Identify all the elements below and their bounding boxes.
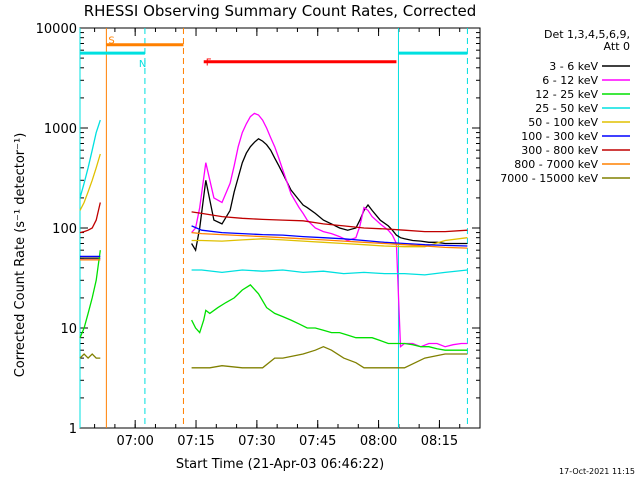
y-tick-label: 10: [60, 322, 77, 337]
legend-label: 3 - 6 keV: [549, 60, 598, 73]
y-tick-label: 1: [69, 422, 77, 437]
series-line: [79, 119, 468, 276]
legend-label: 50 - 100 keV: [528, 116, 598, 129]
y-axis-label: Corrected Count Rate (s⁻¹ detector⁻¹): [13, 133, 28, 378]
plot-area: 1 10 100 1000 10000 07:00 07:15 07:30 07:45 08:00…: [36, 22, 481, 449]
plot-frame: [79, 27, 481, 429]
x-tick-label: 07:30: [238, 434, 275, 449]
series-line: [79, 202, 468, 234]
x-tick-label: 07:15: [177, 434, 214, 449]
x-tick-label: 08:00: [360, 434, 397, 449]
legend-label: 300 - 800 keV: [521, 144, 598, 157]
series-line: [80, 138, 468, 259]
series-line: [80, 231, 468, 261]
legend-label: 7000 - 15000 keV: [500, 172, 598, 185]
series-line: [79, 345, 468, 369]
creation-timestamp: 17-Oct-2021 11:15: [559, 467, 635, 476]
legend-label: 6 - 12 keV: [542, 74, 598, 87]
legend-header-line2: Att 0: [604, 40, 630, 53]
legend-label: 800 - 7000 keV: [514, 158, 598, 171]
flag-bar-label: S: [108, 36, 114, 47]
y-tick-label: 1000: [44, 122, 77, 137]
series-line: [79, 250, 468, 351]
legend-header-line1: Det 1,3,4,5,6,9,: [544, 28, 630, 41]
series-line: [80, 225, 468, 258]
flag-bar-label: N: [139, 59, 146, 70]
x-tick-label: 07:45: [299, 434, 336, 449]
flag-bar-label: F: [206, 58, 212, 69]
series-line: [79, 153, 468, 248]
y-tick-label: 100: [52, 222, 77, 237]
x-tick-label: 08:15: [421, 434, 458, 449]
x-tick-label: 07:00: [116, 434, 153, 449]
legend-label: 100 - 300 keV: [521, 130, 598, 143]
y-tick-label: 10000: [36, 22, 77, 37]
x-axis-label: Start Time (21-Apr-03 06:46:22): [176, 457, 384, 472]
legend-label: 25 - 50 keV: [535, 102, 598, 115]
legend-label: 12 - 25 keV: [535, 88, 598, 101]
chart-title: RHESSI Observing Summary Count Rates, Co…: [84, 2, 477, 20]
